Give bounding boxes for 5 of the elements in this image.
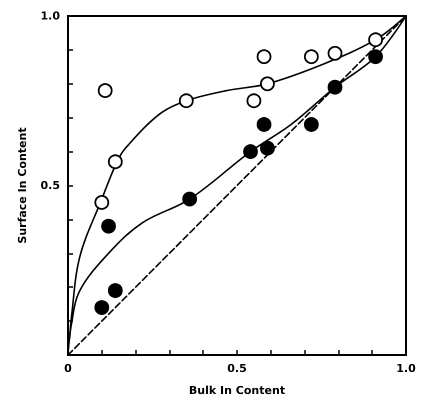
y-axis-title: Surface In Content (16, 127, 29, 244)
x-tick-label: 1.0 (396, 362, 416, 375)
x-axis-title: Bulk In Content (188, 384, 286, 397)
x-tick-label: 0 (64, 362, 72, 375)
x-tick-label: 0.5 (227, 362, 247, 375)
